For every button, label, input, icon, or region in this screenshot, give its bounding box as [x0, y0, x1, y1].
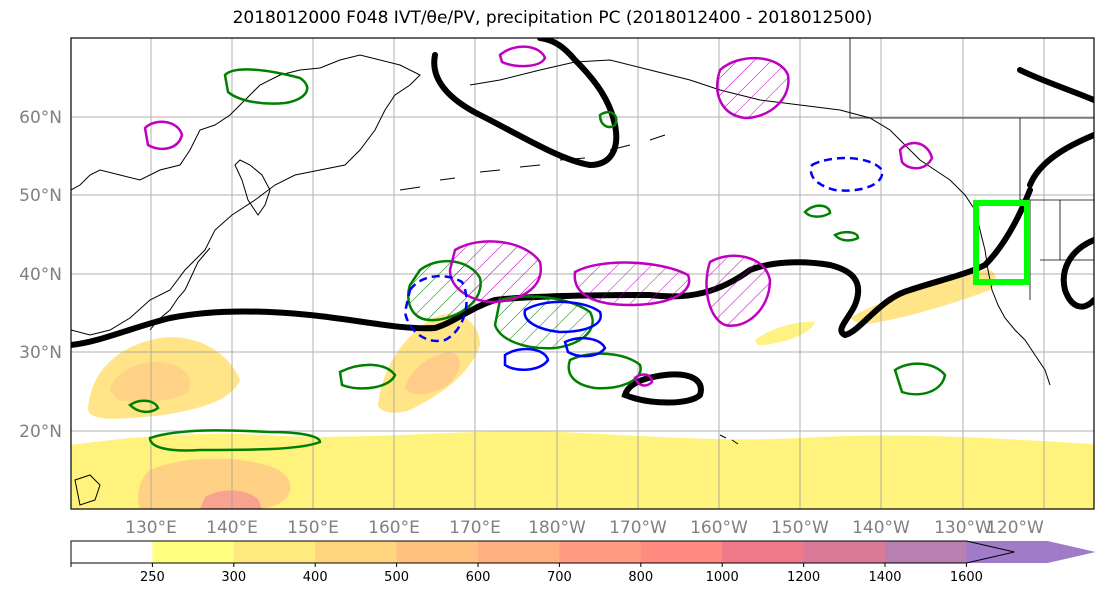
colorbar-segment: [315, 541, 398, 563]
magenta-contour-small: [633, 373, 654, 387]
canada-border: [849, 38, 1094, 200]
thick-contour-hawaii-loop: [621, 371, 704, 406]
colorbar-segment: [71, 541, 153, 563]
colorbar-tick-label: 1400: [868, 570, 901, 585]
colorbar-segment: [559, 541, 642, 563]
blue-contours: [403, 156, 884, 371]
magenta-contour-central: [448, 240, 543, 304]
thick-contour-north-east: [1017, 67, 1094, 103]
lon-label: 120°W: [986, 518, 1044, 538]
green-contour-central-4: [567, 352, 642, 390]
thick-contour-alaska-loop: [431, 38, 620, 169]
lat-label: 30°N: [19, 343, 62, 363]
hawaii-islands: [719, 434, 739, 445]
magenta-contour-north-west: [143, 120, 184, 151]
ivt-region-east-river: [850, 269, 996, 325]
green-contour-central-3: [338, 363, 397, 390]
colorbar-segment: [722, 541, 805, 563]
colorbar-tick-label: 300: [221, 570, 246, 585]
north-america-coastline: [974, 209, 1051, 386]
magenta-contour-ne: [898, 141, 934, 170]
green-contour-central-2: [493, 295, 594, 350]
green-contour-east-mid: [833, 230, 860, 242]
green-contour-east-north: [803, 204, 832, 218]
magenta-contour-east: [705, 254, 772, 328]
colorbar-segment: [152, 541, 235, 563]
colorbar-segment: [885, 541, 967, 563]
green-contour-east: [893, 362, 947, 396]
longitude-labels: 130°E 140°E 150°E 160°E 170°E 180°W 170°…: [125, 518, 1044, 538]
colorbar-segment: [396, 541, 479, 563]
blue-contour-central-1: [523, 300, 602, 334]
colorbar-extend-arrow: [966, 541, 1096, 563]
green-contour-south: [148, 429, 322, 452]
target-region-box: [973, 200, 1030, 285]
blue-contour-central-2: [503, 347, 550, 371]
ivt-region-west-pacific-core: [110, 362, 191, 402]
thick-contour-east-coast: [1027, 132, 1094, 188]
lon-label: 160°E: [368, 518, 420, 538]
lon-label: 170°E: [449, 518, 501, 538]
lon-label: 180°W: [528, 518, 586, 538]
colorbar: 250 300 400 500 600 700 800 1000 1200 1400 1600: [70, 540, 1096, 585]
green-contour-west: [128, 399, 160, 414]
colorbar-tick-label: 600: [466, 570, 491, 585]
magenta-contour-north: [498, 45, 547, 68]
lon-label: 170°W: [609, 518, 667, 538]
lat-label: 20°N: [19, 422, 62, 442]
lat-label: 60°N: [19, 108, 62, 128]
colorbar-segment: [478, 541, 560, 563]
green-contours: [128, 68, 947, 452]
lon-label: 160°W: [690, 518, 748, 538]
colorbar-tick-label: 400: [303, 570, 328, 585]
magenta-contours: [143, 45, 934, 387]
map-frame: [70, 37, 1095, 510]
ivt-region-subtropical-band: [71, 431, 1094, 509]
colorbar-tick-label: 1600: [950, 570, 983, 585]
blue-contour-dashed-north: [809, 156, 884, 192]
lat-label: 50°N: [19, 186, 62, 206]
japan-coastline: [149, 247, 211, 331]
colorbar-tick-label: 250: [140, 570, 165, 585]
colorbar-tick-label: 1000: [706, 570, 739, 585]
colorbar-segment: [803, 541, 886, 563]
lon-label: 150°W: [771, 518, 829, 538]
colorbar-outline: [70, 540, 1015, 564]
kamchatka-coastline: [234, 159, 271, 216]
thick-contour-east-arc: [1060, 237, 1094, 310]
map-content: [71, 38, 1094, 509]
ivt-region-central-core: [405, 352, 460, 395]
lon-label: 140°E: [206, 518, 258, 538]
lon-label: 130°E: [125, 518, 177, 538]
figure-title: 2018012000 F048 IVT/θe/PV, precipitation…: [0, 8, 1105, 28]
magenta-contour-central-east: [573, 261, 691, 307]
asia-coastline: [71, 54, 421, 336]
latitude-labels: 60°N 50°N 40°N 30°N 20°N: [19, 108, 62, 442]
colorbar-tick-label: 1200: [787, 570, 820, 585]
blue-contour-central-3: [563, 336, 607, 358]
lon-label: 150°E: [287, 518, 339, 538]
figure-title-text: 2018012000 F048 IVT/θe/PV, precipitation…: [232, 8, 873, 28]
green-contour-alaska: [223, 68, 309, 105]
blue-contour-dashed-central: [403, 274, 468, 343]
colorbar-tick-label: 700: [547, 570, 572, 585]
lon-label: 140°W: [852, 518, 910, 538]
ivt-shading: [71, 269, 1094, 509]
colorbar-tick-label: 500: [384, 570, 409, 585]
colorbar-tick-label: 800: [628, 570, 653, 585]
colorbar-segment: [233, 541, 316, 563]
western-pacific-islands: [74, 474, 101, 506]
green-contour-alaska-2: [598, 110, 618, 129]
magenta-contour-alaska: [716, 56, 790, 120]
lat-label: 40°N: [19, 265, 62, 285]
ivt-region-south-max: [200, 490, 262, 509]
lon-label: 130°W: [934, 518, 992, 538]
colorbar-segment: [640, 541, 723, 563]
